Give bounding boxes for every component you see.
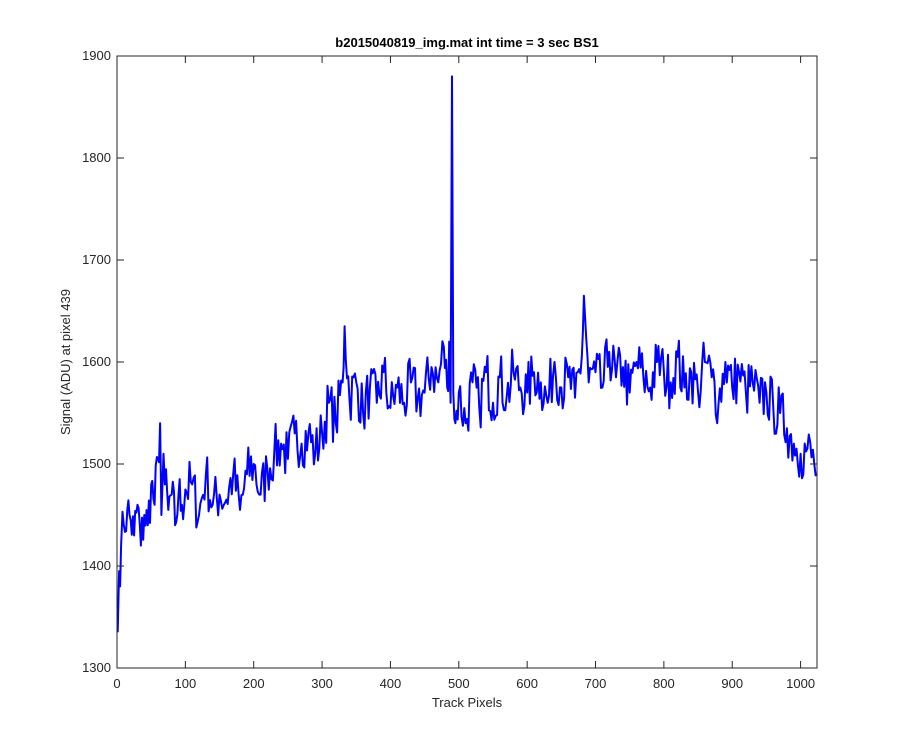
x-tick-label: 300 xyxy=(311,676,333,691)
y-tick-label: 1500 xyxy=(82,456,111,471)
x-tick-label: 100 xyxy=(175,676,197,691)
y-tick-label: 1400 xyxy=(82,558,111,573)
y-tick-label: 1800 xyxy=(82,150,111,165)
y-tick-label: 1600 xyxy=(82,354,111,369)
x-axis-label: Track Pixels xyxy=(432,695,503,710)
x-tick-label: 500 xyxy=(448,676,470,691)
y-axis-label: Signal (ADU) at pixel 439 xyxy=(58,289,73,435)
plot-background xyxy=(117,56,817,668)
y-tick-label: 1900 xyxy=(82,48,111,63)
y-axis-ticks: 1300 1400 1500 1600 1700 1800 1900 xyxy=(82,48,817,675)
x-tick-label: 1000 xyxy=(786,676,815,691)
x-tick-label: 800 xyxy=(653,676,675,691)
x-tick-label: 900 xyxy=(721,676,743,691)
x-tick-label: 700 xyxy=(585,676,607,691)
y-tick-label: 1300 xyxy=(82,660,111,675)
series-line-0 xyxy=(116,75,818,633)
series-layer xyxy=(116,75,818,633)
x-axis-ticks: 0 100 200 300 400 500 600 700 800 900 1000 xyxy=(113,56,815,691)
chart-title: b2015040819_img.mat int time = 3 sec BS1 xyxy=(335,35,598,50)
x-tick-label: 600 xyxy=(516,676,538,691)
x-tick-label: 200 xyxy=(243,676,265,691)
x-tick-label: 0 xyxy=(113,676,120,691)
y-tick-label: 1700 xyxy=(82,252,111,267)
x-tick-label: 400 xyxy=(380,676,402,691)
